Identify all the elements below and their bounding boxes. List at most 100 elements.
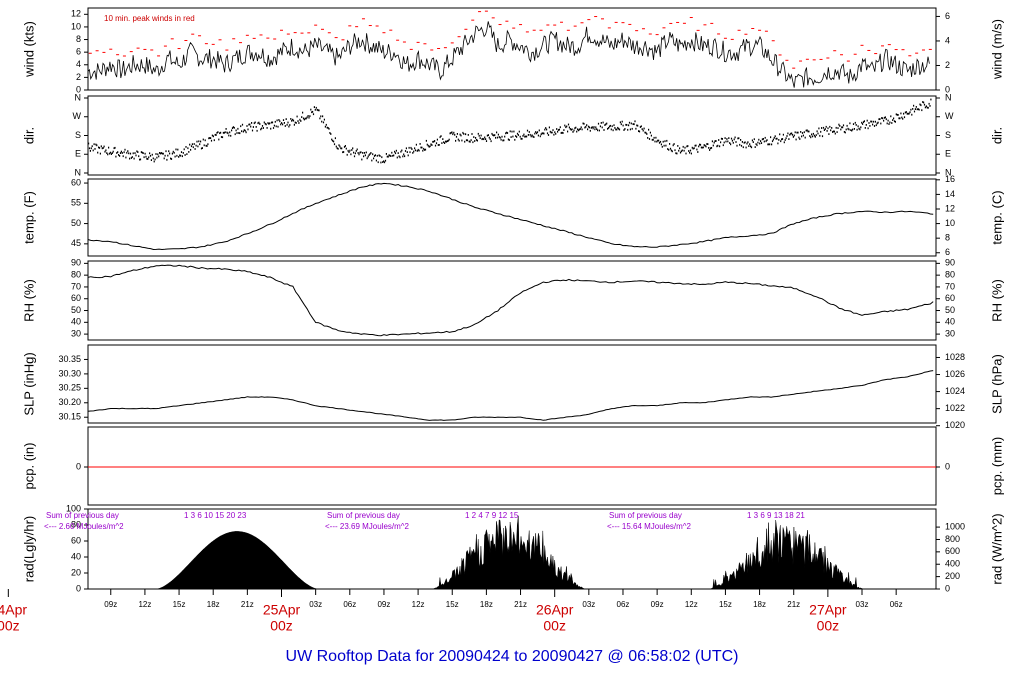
dir-tick-label-right: S [945, 130, 951, 140]
dir-dot [252, 126, 254, 128]
dir-dot [801, 135, 803, 138]
dir-dot [292, 118, 294, 121]
dir-dot [367, 155, 369, 158]
dir-dot [149, 154, 152, 157]
dir-dot [590, 127, 592, 129]
dir-dot [400, 150, 402, 153]
dir-dot [714, 140, 716, 142]
dir-dot [243, 129, 245, 131]
y-tick-label-left: 80 [71, 270, 81, 280]
dir-dot [647, 137, 649, 139]
dir-dot [544, 128, 546, 131]
dir-dot [924, 106, 926, 109]
dir-dot [745, 146, 747, 149]
dir-dot [155, 153, 157, 155]
y-tick-label-left: 50 [71, 305, 81, 315]
dir-dot [768, 143, 770, 146]
dir-dot [305, 117, 307, 120]
dir-dot [902, 117, 904, 120]
dir-dot [210, 139, 213, 142]
dir-dot [701, 146, 703, 149]
x-tick-label: 03z [856, 600, 869, 609]
dir-dot [270, 127, 272, 130]
dir-dot [380, 161, 382, 164]
dir-dot [289, 124, 291, 126]
dir-dot [333, 143, 336, 146]
dir-dot [241, 123, 244, 126]
dir-dot [669, 147, 672, 150]
dir-dot [922, 101, 924, 103]
wind-speed-line [87, 21, 930, 88]
dir-dot [455, 135, 458, 138]
dir-dot [462, 131, 464, 134]
dir-dot [201, 147, 203, 149]
dir-dot [760, 142, 763, 144]
dir-dot [226, 131, 228, 134]
y-tick-label-left: 2 [76, 72, 81, 82]
dir-dot [222, 131, 224, 134]
dir-dot [424, 149, 426, 151]
dir-dot [686, 145, 688, 148]
dir-dot [651, 138, 653, 141]
y-tick-label-left: 0 [76, 84, 81, 94]
dir-dot [711, 140, 713, 143]
dir-dot [180, 154, 182, 157]
dir-dot [781, 138, 783, 141]
dir-dot [301, 116, 303, 118]
dir-dot [200, 140, 202, 143]
dir-dot [742, 146, 744, 149]
dir-dot [821, 135, 824, 138]
dir-dot [642, 129, 644, 132]
dir-dot [365, 151, 367, 154]
dir-dot [520, 137, 522, 140]
dir-dot [532, 135, 534, 138]
dir-dot [421, 146, 423, 149]
dir-dot [253, 122, 255, 125]
dir-dot [563, 129, 565, 131]
dir-dot [119, 152, 122, 154]
dir-dot [210, 137, 212, 139]
dir-dot [824, 128, 826, 130]
dir-dot [758, 138, 760, 141]
y-tick-label-right: 14 [945, 189, 955, 199]
dir-dot [471, 133, 473, 135]
dir-dot [130, 157, 132, 159]
dir-dot [735, 141, 737, 143]
dir-dot [300, 120, 302, 122]
dir-dot [840, 128, 842, 131]
dir-dot [826, 130, 828, 132]
dir-dot [283, 122, 285, 124]
dir-dot [919, 103, 921, 106]
dir-dot [689, 151, 691, 154]
dir-dot [878, 118, 880, 121]
dir-dot [727, 140, 729, 143]
dir-dot [538, 129, 540, 132]
dir-dot [394, 150, 396, 153]
dir-dot [241, 130, 243, 133]
dir-dot [915, 106, 917, 108]
solar-hours-labels: 1 3 6 10 15 20 23 [184, 511, 247, 520]
dir-dot [150, 159, 152, 161]
dir-dot [326, 126, 328, 129]
dir-dot [900, 112, 902, 115]
dir-dot [106, 152, 108, 154]
dir-dot [558, 128, 560, 131]
dir-dot [804, 136, 806, 139]
dir-dot [606, 122, 608, 125]
dir-dot [166, 158, 168, 161]
dir-dot [594, 128, 596, 131]
dir-dot [218, 138, 220, 141]
dir-dot [653, 136, 655, 139]
dir-dot [401, 149, 403, 152]
dir-dot [715, 140, 717, 142]
dir-dot [833, 130, 835, 133]
dir-dot [453, 131, 455, 134]
dir-dot [176, 154, 178, 157]
dir-dot [580, 126, 582, 129]
dir-tick-label-right: W [945, 111, 954, 121]
dir-dot [397, 152, 399, 154]
dir-dot [379, 155, 381, 157]
dir-dot [504, 135, 506, 138]
dir-dot [297, 120, 299, 122]
dir-dot [719, 145, 721, 148]
